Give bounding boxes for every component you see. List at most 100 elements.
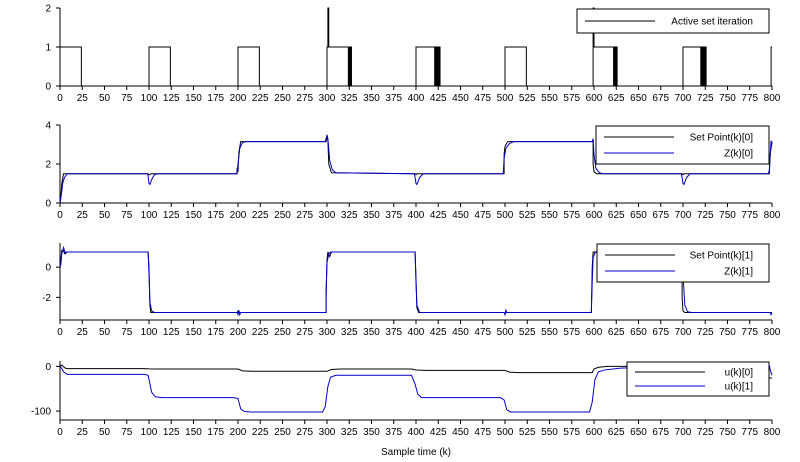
- x-tick-label: 150: [185, 427, 202, 438]
- x-tick-label: 625: [608, 93, 625, 104]
- legend-label: Set Point(k)[1]: [690, 251, 754, 262]
- legend: u(k)[0] u(k)[1]: [626, 361, 770, 397]
- x-tick-label: 25: [77, 93, 89, 104]
- x-tick-label: 200: [230, 427, 247, 438]
- x-tick-label: 50: [99, 427, 111, 438]
- x-tick-label: 250: [274, 210, 291, 221]
- y-tick-label: 0: [45, 199, 51, 210]
- subplot-4: 0 25 50 75 100 125 150 175 200 225 250 275 300 325 350…: [31, 361, 781, 438]
- x-tick-label: 550: [541, 427, 558, 438]
- x-tick-label: 50: [99, 327, 111, 338]
- x-tick-label: 450: [452, 427, 469, 438]
- x-tick-label: 50: [99, 93, 111, 104]
- x-tick-label: 775: [741, 210, 758, 221]
- x-tick-label: 300: [319, 210, 336, 221]
- x-tick-label: 375: [385, 327, 402, 338]
- x-tick-label: 0: [57, 93, 63, 104]
- x-tick-label: 375: [385, 427, 402, 438]
- x-tick-label: 175: [207, 327, 224, 338]
- x-tick-label: 675: [652, 427, 669, 438]
- x-tick-label: 450: [452, 93, 469, 104]
- x-tick-label: 275: [296, 93, 313, 104]
- x-tick-label: 250: [274, 427, 291, 438]
- legend-box: [595, 125, 770, 165]
- x-tick-label: 775: [741, 93, 758, 104]
- x-tick-label: 750: [719, 427, 736, 438]
- x-tick-label: 575: [563, 210, 580, 221]
- x-tick-label: 400: [408, 327, 425, 338]
- x-tick-label: 325: [341, 93, 358, 104]
- x-tick-label: 625: [608, 427, 625, 438]
- x-tick-label: 725: [697, 210, 714, 221]
- y-tick-label: 1: [45, 43, 51, 54]
- x-tick-label: 800: [764, 210, 781, 221]
- x-tick-label: 400: [408, 427, 425, 438]
- series-line-4-2: [60, 364, 773, 413]
- x-tick-label: 475: [474, 427, 491, 438]
- x-tick-label: 225: [252, 93, 269, 104]
- x-tick-label: 350: [363, 210, 380, 221]
- x-tick-label: 550: [541, 210, 558, 221]
- x-tick-label: 750: [719, 327, 736, 338]
- y-tick-label: 0: [45, 263, 51, 274]
- x-tick-label: 475: [474, 210, 491, 221]
- x-tick-label: 200: [230, 93, 247, 104]
- x-tick-label: 650: [630, 93, 647, 104]
- x-tick-label: 200: [230, 327, 247, 338]
- x-tick-label: 675: [652, 327, 669, 338]
- x-tick-label: 350: [363, 327, 380, 338]
- x-tick-label: 575: [563, 327, 580, 338]
- x-tick-label: 200: [230, 210, 247, 221]
- x-tick-label: 400: [408, 93, 425, 104]
- x-tick-label: 725: [697, 327, 714, 338]
- legend: Active set iteration: [576, 8, 770, 34]
- x-tick-label: 475: [474, 327, 491, 338]
- legend-label: Z(k)[1]: [724, 267, 753, 278]
- legend: Set Point(k)[0] Z(k)[0]: [595, 125, 770, 165]
- x-tick-label: 175: [207, 427, 224, 438]
- x-tick-label: 450: [452, 327, 469, 338]
- legend-box: [596, 243, 770, 283]
- y-tick-label: -2: [42, 293, 51, 304]
- x-tick-label: 500: [497, 427, 514, 438]
- x-tick-label: 500: [497, 210, 514, 221]
- x-tick-label: 100: [141, 327, 158, 338]
- x-tick-label: 25: [77, 210, 89, 221]
- x-tick-label: 300: [319, 327, 336, 338]
- x-tick-label: 25: [77, 327, 89, 338]
- series-line-2-2: [60, 134, 773, 203]
- x-tick-label: 600: [586, 327, 603, 338]
- x-tick-label: 400: [408, 210, 425, 221]
- x-tick-label: 100: [141, 210, 158, 221]
- x-tick-label: 700: [675, 327, 692, 338]
- x-tick-label: 675: [652, 93, 669, 104]
- x-tick-label: 325: [341, 327, 358, 338]
- x-tick-label: 650: [630, 210, 647, 221]
- x-tick-label: 650: [630, 327, 647, 338]
- x-tick-label: 225: [252, 427, 269, 438]
- x-tick-label: 150: [185, 327, 202, 338]
- x-tick-label: 525: [519, 427, 536, 438]
- x-tick-label: 700: [675, 210, 692, 221]
- x-tick-label: 375: [385, 93, 402, 104]
- x-tick-label: 125: [163, 427, 180, 438]
- y-tick-label: 2: [45, 4, 51, 15]
- x-tick-label: 575: [563, 427, 580, 438]
- series-line-4-1: [60, 364, 772, 379]
- x-tick-label: 425: [430, 210, 447, 221]
- subplot-3: 0 25 50 75 100 125 150 175 200 225 250 275 300 325 350…: [42, 243, 781, 338]
- x-tick-label: 250: [274, 93, 291, 104]
- x-tick-label: 125: [163, 327, 180, 338]
- x-tick-label: 550: [541, 327, 558, 338]
- x-tick-label: 350: [363, 427, 380, 438]
- x-tick-label: 725: [697, 427, 714, 438]
- legend-label: Active set iteration: [671, 17, 753, 28]
- x-tick-label: 275: [296, 427, 313, 438]
- x-tick-label: 750: [719, 93, 736, 104]
- x-tick-label: 325: [341, 427, 358, 438]
- legend-label: Set Point(k)[0]: [690, 133, 754, 144]
- x-tick-label: 75: [121, 427, 133, 438]
- x-tick-label: 475: [474, 93, 491, 104]
- x-tick-label: 350: [363, 93, 380, 104]
